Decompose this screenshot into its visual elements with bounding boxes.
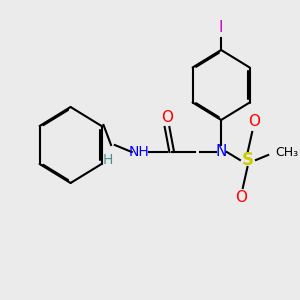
Text: O: O xyxy=(235,190,247,206)
Text: CH₃: CH₃ xyxy=(276,146,299,158)
Text: H: H xyxy=(103,153,113,167)
Text: O: O xyxy=(248,115,260,130)
Text: N: N xyxy=(215,145,227,160)
Text: I: I xyxy=(219,20,224,35)
Text: O: O xyxy=(161,110,173,124)
Text: S: S xyxy=(242,151,254,169)
Text: NH: NH xyxy=(129,145,150,159)
